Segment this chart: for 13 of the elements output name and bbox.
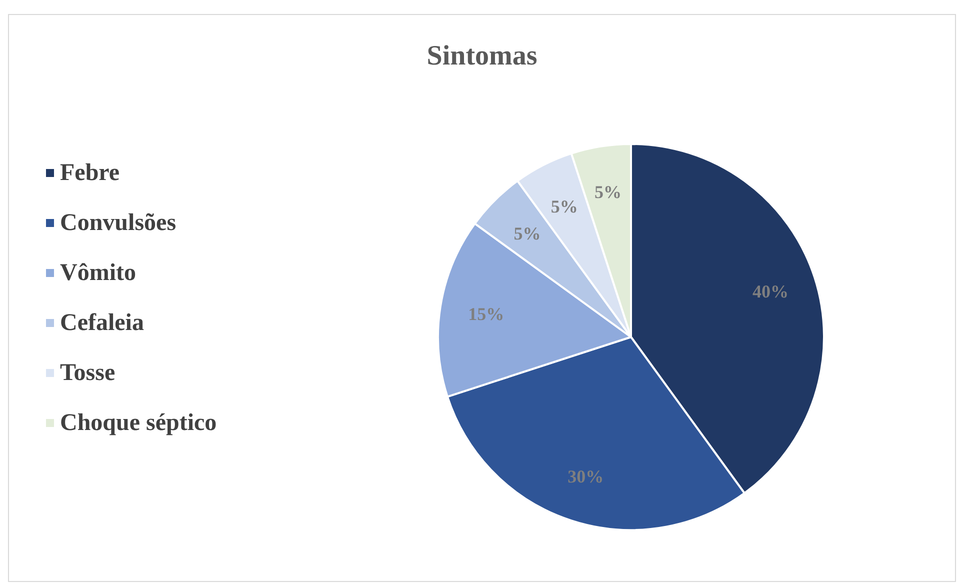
data-label: 15% (468, 304, 504, 324)
data-label: 40% (752, 282, 788, 302)
legend-label: Tosse (60, 360, 116, 386)
legend-label: Choque séptico (60, 410, 217, 436)
legend-label: Convulsões (60, 210, 176, 236)
legend-label: Febre (60, 160, 120, 186)
data-label: 5% (594, 182, 622, 202)
data-label: 5% (550, 196, 578, 216)
chart-title: Sintomas (426, 40, 538, 72)
legend-label: Cefaleia (60, 310, 144, 336)
data-label: 30% (568, 466, 604, 486)
data-label: 5% (514, 223, 541, 244)
legend-label: Vômito (60, 260, 136, 286)
